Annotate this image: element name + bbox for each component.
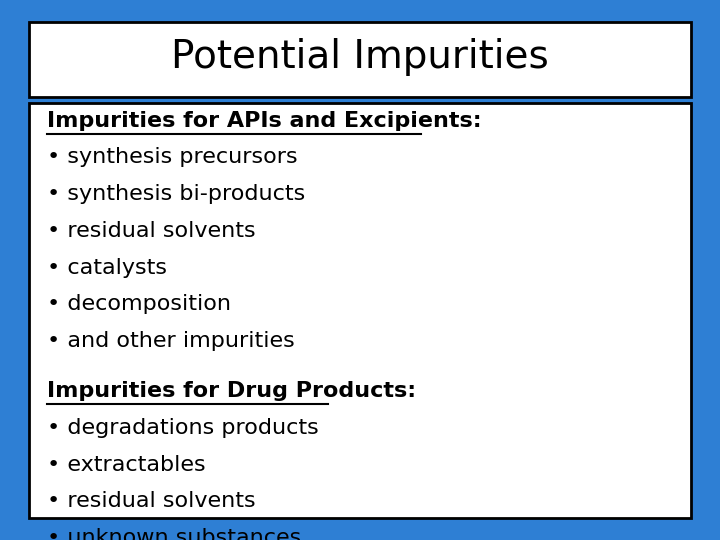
FancyBboxPatch shape — [29, 22, 691, 97]
Text: • unknown substances: • unknown substances — [47, 528, 301, 540]
Text: • residual solvents: • residual solvents — [47, 491, 256, 511]
Text: Potential Impurities: Potential Impurities — [171, 38, 549, 76]
Text: • synthesis bi-products: • synthesis bi-products — [47, 184, 305, 204]
Text: • degradations products: • degradations products — [47, 418, 318, 438]
Text: Impurities for APIs and Excipients:: Impurities for APIs and Excipients: — [47, 111, 482, 131]
Text: • decomposition: • decomposition — [47, 294, 231, 314]
Text: • catalysts: • catalysts — [47, 258, 167, 278]
Text: • and other impurities: • and other impurities — [47, 331, 294, 351]
Text: • synthesis precursors: • synthesis precursors — [47, 147, 297, 167]
Text: Impurities for Drug Products:: Impurities for Drug Products: — [47, 381, 416, 401]
Text: • extractables: • extractables — [47, 455, 205, 475]
FancyBboxPatch shape — [29, 103, 691, 518]
Text: • residual solvents: • residual solvents — [47, 221, 256, 241]
